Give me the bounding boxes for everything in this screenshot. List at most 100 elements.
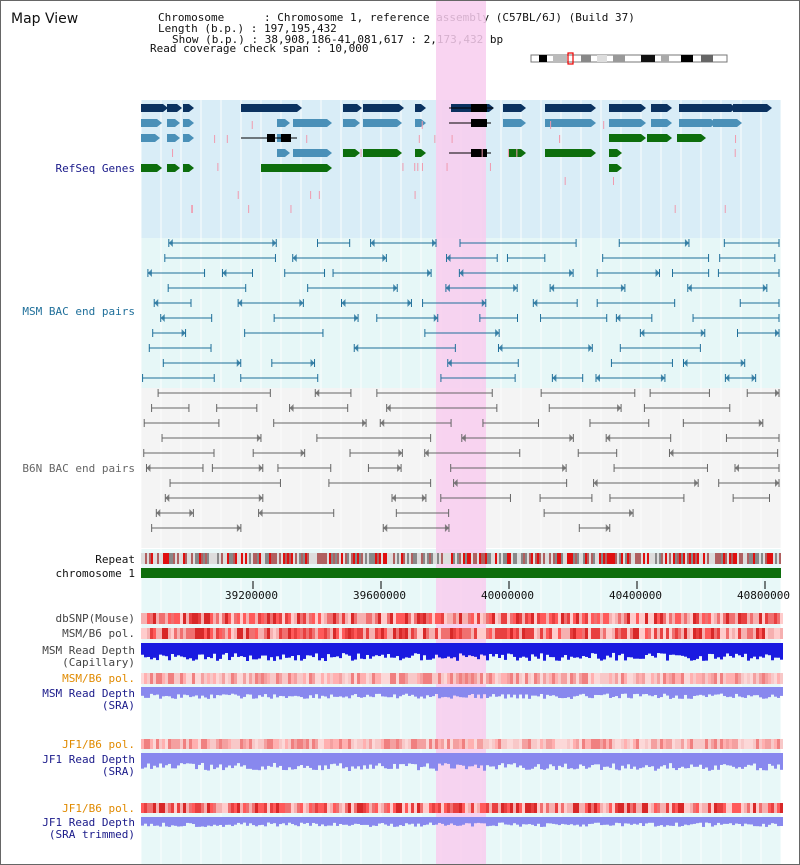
msm-capillary-depth-bar[interactable] bbox=[393, 643, 396, 658]
msm-capillary-depth-bar[interactable] bbox=[603, 643, 606, 660]
jf1-b6-pol-cell[interactable] bbox=[699, 739, 702, 749]
jf1-trimmed-depth-bar[interactable] bbox=[147, 817, 150, 827]
repeat-segment[interactable] bbox=[525, 553, 527, 564]
msm-capillary-depth-bar[interactable] bbox=[276, 643, 279, 657]
jf1-sra-depth-bar[interactable] bbox=[159, 753, 162, 764]
repeat-segment[interactable] bbox=[481, 553, 483, 564]
msm-capillary-depth-bar[interactable] bbox=[678, 643, 681, 656]
dbsnp-cell[interactable] bbox=[294, 613, 297, 624]
jf1-b6-trim-pol-cell[interactable] bbox=[672, 803, 675, 813]
dbsnp-cell[interactable] bbox=[756, 613, 759, 624]
jf1-trimmed-depth-bar[interactable] bbox=[651, 817, 654, 823]
refseq-gene[interactable] bbox=[277, 119, 285, 127]
jf1-trimmed-depth-bar[interactable] bbox=[516, 817, 519, 825]
msm-capillary-depth-bar[interactable] bbox=[465, 643, 468, 658]
msm-b6-sra-pol-cell[interactable] bbox=[402, 673, 405, 684]
msm-capillary-depth-bar[interactable] bbox=[651, 643, 654, 656]
dbsnp-cell[interactable] bbox=[615, 613, 618, 624]
msm-b6-sra-pol-cell[interactable] bbox=[681, 673, 684, 684]
msm-capillary-depth-bar[interactable] bbox=[432, 643, 435, 659]
msm-b6-sra-pol-cell[interactable] bbox=[756, 673, 759, 684]
msm-b6-sra-pol-cell[interactable] bbox=[774, 673, 777, 684]
msm-b6-sra-pol-cell[interactable] bbox=[405, 673, 408, 684]
msm-b6-pol-cell[interactable] bbox=[528, 628, 531, 639]
jf1-trimmed-depth-bar[interactable] bbox=[255, 817, 258, 827]
msm-capillary-depth-bar[interactable] bbox=[390, 643, 393, 658]
repeat-segment[interactable] bbox=[685, 553, 687, 564]
repeat-segment[interactable] bbox=[251, 553, 253, 564]
msm-sra-depth-bar[interactable] bbox=[336, 687, 339, 697]
msm-b6-sra-pol-cell[interactable] bbox=[636, 673, 639, 684]
repeat-segment[interactable] bbox=[565, 553, 567, 564]
jf1-trimmed-depth-bar[interactable] bbox=[603, 817, 606, 825]
jf1-b6-trim-pol-cell[interactable] bbox=[627, 803, 630, 813]
msm-b6-sra-pol-cell[interactable] bbox=[462, 673, 465, 684]
jf1-sra-depth-bar[interactable] bbox=[777, 753, 780, 765]
jf1-b6-pol-cell[interactable] bbox=[216, 739, 219, 749]
msm-capillary-depth-bar[interactable] bbox=[153, 643, 156, 658]
jf1-trimmed-depth-bar[interactable] bbox=[366, 817, 369, 825]
jf1-trimmed-depth-bar[interactable] bbox=[276, 817, 279, 827]
msm-bac-pair-arrow[interactable] bbox=[495, 329, 500, 337]
jf1-b6-trim-pol-cell[interactable] bbox=[234, 803, 237, 813]
jf1-b6-trim-pol-cell[interactable] bbox=[624, 803, 627, 813]
msm-capillary-depth-bar[interactable] bbox=[507, 643, 510, 654]
msm-sra-depth-bar[interactable] bbox=[351, 687, 354, 696]
msm-b6-sra-pol-cell[interactable] bbox=[399, 673, 402, 684]
jf1-trimmed-depth-bar[interactable] bbox=[702, 817, 705, 827]
dbsnp-cell[interactable] bbox=[321, 613, 324, 624]
dbsnp-cell[interactable] bbox=[369, 613, 372, 624]
msm-b6-sra-pol-cell[interactable] bbox=[726, 673, 729, 684]
repeat-segment[interactable] bbox=[339, 553, 341, 564]
msm-capillary-depth-bar[interactable] bbox=[654, 643, 657, 658]
dbsnp-cell[interactable] bbox=[780, 613, 783, 624]
jf1-b6-trim-pol-cell[interactable] bbox=[420, 803, 423, 813]
msm-b6-pol-cell[interactable] bbox=[327, 628, 330, 639]
msm-capillary-depth-bar[interactable] bbox=[189, 643, 192, 659]
msm-b6-pol-cell[interactable] bbox=[543, 628, 546, 639]
jf1-b6-trim-pol-cell[interactable] bbox=[753, 803, 756, 813]
jf1-sra-depth-bar[interactable] bbox=[450, 753, 453, 769]
jf1-b6-trim-pol-cell[interactable] bbox=[405, 803, 408, 813]
msm-b6-sra-pol-cell[interactable] bbox=[777, 673, 780, 684]
msm-sra-depth-bar[interactable] bbox=[375, 687, 378, 694]
jf1-sra-depth-bar[interactable] bbox=[552, 753, 555, 767]
jf1-b6-trim-pol-cell[interactable] bbox=[255, 803, 258, 813]
msm-b6-sra-pol-cell[interactable] bbox=[363, 673, 366, 684]
msm-b6-pol-cell[interactable] bbox=[441, 628, 444, 639]
msm-capillary-depth-bar[interactable] bbox=[489, 643, 492, 654]
jf1-sra-depth-bar[interactable] bbox=[741, 753, 744, 769]
gene-strand-arrow[interactable] bbox=[157, 164, 162, 172]
b6n-bac-pair-arrow[interactable] bbox=[289, 404, 294, 412]
msm-sra-depth-bar[interactable] bbox=[348, 687, 351, 699]
dbsnp-cell[interactable] bbox=[204, 613, 207, 624]
jf1-trimmed-depth-bar[interactable] bbox=[258, 817, 261, 826]
repeat-segment[interactable] bbox=[399, 553, 401, 564]
repeat-segment[interactable] bbox=[405, 553, 407, 564]
dbsnp-cell[interactable] bbox=[660, 613, 663, 624]
msm-b6-pol-cell[interactable] bbox=[390, 628, 393, 639]
gene-strand-arrow[interactable] bbox=[521, 104, 526, 112]
msm-capillary-depth-bar[interactable] bbox=[645, 643, 648, 655]
repeat-segment[interactable] bbox=[665, 553, 667, 564]
dbsnp-cell[interactable] bbox=[378, 613, 381, 624]
jf1-sra-depth-bar[interactable] bbox=[573, 753, 576, 770]
refseq-gene[interactable] bbox=[609, 134, 641, 142]
jf1-trimmed-depth-bar[interactable] bbox=[183, 817, 186, 826]
repeat-track[interactable] bbox=[141, 553, 781, 564]
jf1-b6-trim-pol-cell[interactable] bbox=[165, 803, 168, 813]
msm-sra-depth-bar[interactable] bbox=[495, 687, 498, 697]
msm-sra-depth-bar[interactable] bbox=[519, 687, 522, 695]
msm-b6-sra-pol-cell[interactable] bbox=[516, 673, 519, 684]
msm-b6-sra-pol-cell[interactable] bbox=[414, 673, 417, 684]
repeat-segment[interactable] bbox=[301, 553, 303, 564]
dbsnp-cell[interactable] bbox=[189, 613, 192, 624]
jf1-sra-depth-bar[interactable] bbox=[693, 753, 696, 767]
msm-capillary-depth-bar[interactable] bbox=[345, 643, 348, 655]
jf1-trimmed-depth-bar[interactable] bbox=[711, 817, 714, 827]
dbsnp-cell[interactable] bbox=[489, 613, 492, 624]
jf1-b6-trim-pol-cell[interactable] bbox=[636, 803, 639, 813]
jf1-b6-pol-cell[interactable] bbox=[732, 739, 735, 749]
dbsnp-cell[interactable] bbox=[645, 613, 648, 624]
jf1-b6-trim-pol-cell[interactable] bbox=[336, 803, 339, 813]
